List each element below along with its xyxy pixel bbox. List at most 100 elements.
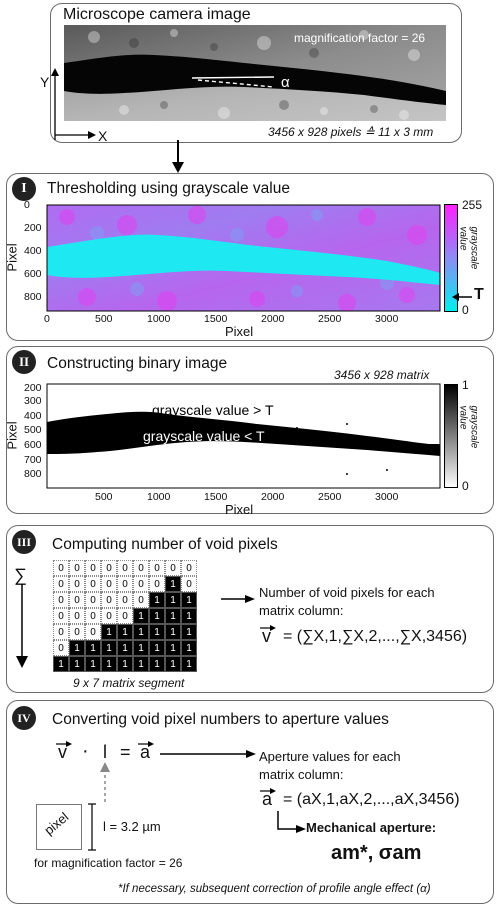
vector-v-arrow-iv [56,741,72,747]
matrix-cell: 0 [117,608,133,624]
matrix-cell: 0 [149,576,165,592]
matrix-cell: 1 [133,656,149,672]
matrix-cell: 1 [133,624,149,640]
footnote: *If necessary, subsequent correction of … [118,883,431,895]
matrix-cell: 0 [85,576,101,592]
panel-ii-xtick-1000: 1000 [147,491,171,503]
void-pixel-vector-formula: = (∑X,1,∑X,2,...,∑X,3456) [283,628,468,645]
panel-ii-ytick-600: 600 [24,439,42,451]
panel-i-xtick-500: 500 [95,313,113,325]
matrix-cell: 0 [85,560,101,576]
matrix-cell: 0 [117,592,133,608]
matrix-cell: 1 [149,624,165,640]
panel-ii-xtick-1500: 1500 [204,491,228,503]
axis-x-label: X [98,128,108,144]
thresholding-heatmap [47,205,440,311]
pixel-box [36,804,82,850]
binary-image [47,384,440,488]
matrix-cell: 1 [165,624,181,640]
panel-i-xtick-0: 0 [44,313,50,325]
matrix-cell: 0 [53,624,69,640]
matrix-cell: 1 [85,640,101,656]
vector-v-arrow [260,625,276,631]
panel-ii-title: Constructing binary image [47,355,228,372]
label-grayscale-below-threshold: grayscale value < T [143,428,265,444]
matrix-cell: 0 [53,640,69,656]
panel-i-ytick-0: 0 [24,199,30,211]
matrix-cell: 0 [181,560,197,576]
vector-a-label-iv: a [140,742,151,762]
matrix-cell: 0 [53,576,69,592]
panel-i-axes [46,204,441,312]
panel-ii-xtick-2000: 2000 [261,491,285,503]
matrix-cell: 1 [101,640,117,656]
panel-ii-ylabel: Pixel [4,421,20,450]
label-grayscale-above-threshold: grayscale value > T [152,402,274,418]
dot-operator: · [82,740,89,762]
matrix-cell: 0 [69,592,85,608]
matrix-cell: 1 [117,640,133,656]
axis-y-label: Y [40,74,50,90]
panel-ii-xtick-3000: 3000 [375,491,399,503]
matrix-cell: 0 [85,592,101,608]
panel-ii-colorbar-max: 1 [462,378,469,392]
matrix-cell: 1 [69,640,85,656]
matrix-cell: 0 [69,608,85,624]
equals-sign: = [120,742,131,762]
panel-i-xtick-2500: 2500 [318,313,342,325]
pixel-length-label: l = 3.2 µm [103,819,161,834]
panel-i-xlabel: Pixel [225,324,254,339]
panel-iii-title: Computing number of void pixels [52,536,278,553]
matrix-cell: 1 [181,592,197,608]
threshold-label: T [474,286,484,303]
image-dimensions-label: 3456 x 928 pixels ≙ 11 x 3 mm [268,125,434,139]
panel-iii-arrow [221,595,255,603]
matrix-cell: 1 [165,592,181,608]
matrix-cell: 1 [101,656,117,672]
vector-a-arrow-formula [260,788,276,794]
mech-aperture-label: Mechanical aperture: [306,820,437,835]
microscope-title: Microscope camera image [63,6,251,23]
matrix-cell: 0 [69,560,85,576]
matrix-cell: 0 [117,560,133,576]
axes-icon [51,68,96,140]
matrix-cell: 0 [133,560,149,576]
panel-ii-colorbar-min: 0 [462,479,469,493]
matrix-cell: 0 [133,576,149,592]
panel-iii-desc-line2: matrix column: [259,603,344,618]
matrix-cell: 1 [133,608,149,624]
matrix-cell: 1 [149,640,165,656]
down-arrow [172,140,184,173]
matrix-cell: 1 [149,592,165,608]
vector-a-arrow-iv [138,741,154,747]
matrix-cell: 0 [181,576,197,592]
panel-i-colorbar [444,204,458,312]
matrix-cell: 0 [53,608,69,624]
panel-ii-colorbar [444,384,458,488]
matrix-cell: 0 [101,592,117,608]
profile-angle-line [197,79,275,88]
panel-i-ytick-600: 600 [24,268,42,280]
panel-ii-xtick-500: 500 [95,491,113,503]
matrix-cell: 0 [165,560,181,576]
panel-ii-xlabel: Pixel [225,502,254,517]
matrix-cell: 1 [85,656,101,672]
matrix-cell: 1 [165,640,181,656]
reference-line [191,76,275,79]
mech-aperture-value: am*, σam [331,842,422,864]
alpha-label: α [281,74,290,91]
panel-iv-desc-line1: Aperture values for each [259,749,401,764]
panel-i-badge: I [12,177,36,201]
panel-i-ytick-400: 400 [24,245,42,257]
panel-iii-badge: III [12,530,36,554]
panel-ii-ytick-400: 400 [24,410,42,422]
matrix-cell: 0 [117,576,133,592]
matrix-cell: 1 [181,656,197,672]
matrix-cell: 1 [181,640,197,656]
panel-ii-colorbar-label: grayscale value [457,405,480,449]
l-symbol: l [103,742,107,762]
panel-i-ytick-800: 800 [24,291,42,303]
panel-ii-ytick-800: 800 [24,468,42,480]
